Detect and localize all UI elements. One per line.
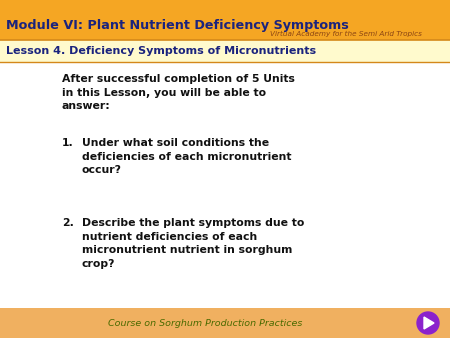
Circle shape — [417, 312, 439, 334]
Text: Course on Sorghum Production Practices: Course on Sorghum Production Practices — [108, 318, 302, 328]
Text: Under what soil conditions the
deficiencies of each micronutrient
occur?: Under what soil conditions the deficienc… — [82, 138, 292, 175]
Text: Virtual Academy for the Semi Arid Tropics: Virtual Academy for the Semi Arid Tropic… — [270, 31, 422, 37]
Text: Module VI: Plant Nutrient Deficiency Symptoms: Module VI: Plant Nutrient Deficiency Sym… — [6, 20, 349, 32]
Bar — [0, 0, 450, 40]
Bar — [0, 308, 450, 338]
Bar — [0, 40, 450, 62]
Text: After successful completion of 5 Units
in this Lesson, you will be able to
answe: After successful completion of 5 Units i… — [62, 74, 295, 111]
Text: Lesson 4. Deficiency Symptoms of Micronutrients: Lesson 4. Deficiency Symptoms of Micronu… — [6, 46, 316, 56]
Text: Describe the plant symptoms due to
nutrient deficiencies of each
micronutrient n: Describe the plant symptoms due to nutri… — [82, 218, 304, 269]
Text: 2.: 2. — [62, 218, 74, 228]
Polygon shape — [424, 317, 434, 329]
Text: 1.: 1. — [62, 138, 74, 148]
